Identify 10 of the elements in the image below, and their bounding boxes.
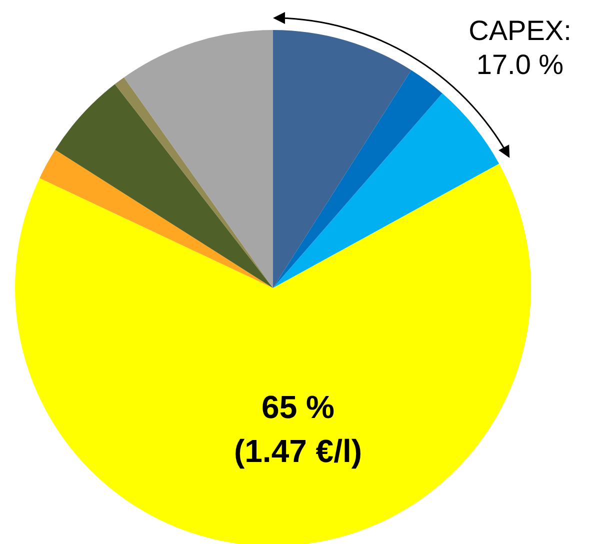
pie-slice <box>273 30 412 288</box>
pie-slice <box>15 164 531 544</box>
text: CAPEX: 17.0 % <box>468 15 572 80</box>
pie-slice <box>114 77 273 288</box>
pie-slice <box>55 84 273 288</box>
pie-slice <box>124 30 273 288</box>
pie-slice <box>273 70 442 288</box>
pie-slice <box>273 93 500 288</box>
pie-slice <box>40 150 273 288</box>
text: 65 % (1.47 €/l) <box>234 389 362 469</box>
